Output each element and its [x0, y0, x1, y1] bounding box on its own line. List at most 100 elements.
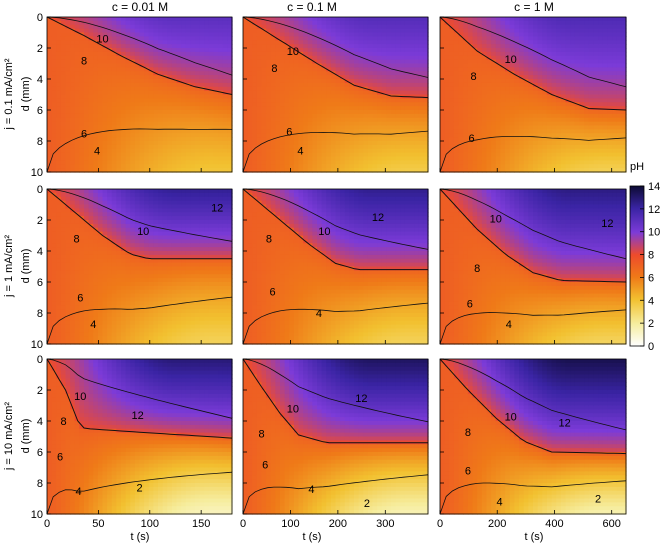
heatmap-cell — [354, 79, 360, 84]
heatmap-cell — [607, 17, 613, 22]
heatmap-cell — [354, 51, 360, 57]
heatmap-cell — [79, 20, 85, 26]
heatmap-cell — [298, 113, 304, 119]
heatmap-cell — [270, 113, 276, 119]
heatmap-cell — [344, 137, 350, 142]
heatmap-cell — [551, 36, 557, 41]
heatmap-cell — [243, 24, 249, 30]
heatmap-cell — [97, 152, 104, 158]
heatmap-cell — [284, 17, 290, 22]
heatmap-cell — [537, 141, 543, 146]
heatmap-cell — [47, 262, 53, 268]
heatmap-cell — [372, 117, 378, 123]
heatmap-cell — [400, 168, 406, 173]
heatmap-cell — [195, 98, 201, 103]
heatmap-cell — [565, 59, 571, 65]
heatmap-cell — [607, 32, 613, 37]
heatmap-cell — [458, 98, 464, 103]
heatmap-cell — [74, 90, 80, 96]
heatmap-cell — [47, 94, 53, 99]
heatmap-cell — [107, 110, 113, 115]
heatmap-cell — [367, 94, 374, 99]
contour-upper — [242, 16, 429, 78]
heatmap-cell — [88, 90, 94, 96]
heatmap-cell — [162, 160, 168, 165]
heatmap-cell — [602, 141, 608, 146]
heatmap-cell — [171, 71, 178, 76]
heatmap-cell — [414, 48, 420, 53]
heatmap-cell — [453, 59, 460, 65]
heatmap-cell — [367, 71, 374, 76]
heatmap-cell — [208, 67, 215, 72]
heatmap-cell — [284, 32, 290, 37]
heatmap-cell — [621, 24, 627, 30]
heatmap-cell — [400, 79, 406, 84]
heatmap-cell — [88, 117, 94, 123]
heatmap-cell — [121, 59, 127, 65]
heatmap-cell — [477, 86, 483, 92]
heatmap-cell — [144, 17, 150, 22]
heatmap-cell — [195, 141, 201, 146]
heatmap-cell — [395, 110, 401, 115]
heatmap-cell — [148, 106, 154, 111]
heatmap-cell — [381, 144, 387, 150]
heatmap-cell — [266, 156, 272, 161]
heatmap-cell — [409, 102, 415, 107]
heatmap-cell — [65, 168, 71, 173]
heatmap-cell — [252, 113, 258, 119]
heatmap-cell — [400, 125, 406, 130]
heatmap-cell — [97, 51, 104, 57]
heatmap-cell — [139, 36, 145, 41]
heatmap-cell — [144, 156, 150, 161]
heatmap-cell — [542, 90, 548, 96]
heatmap-cell — [153, 32, 159, 37]
heatmap-cell — [593, 94, 599, 99]
heatmap-cell — [444, 51, 450, 57]
heatmap-cell — [280, 55, 286, 61]
heatmap-cell — [495, 36, 502, 41]
heatmap-cell — [472, 75, 478, 80]
heatmap-cell — [358, 90, 364, 96]
heatmap-cell — [414, 28, 420, 34]
heatmap-cell — [280, 102, 286, 107]
heatmap-cell — [171, 121, 178, 127]
heatmap-cell — [481, 55, 488, 61]
heatmap-cell — [514, 98, 520, 103]
heatmap-cell — [56, 63, 62, 68]
heatmap-cell — [93, 148, 99, 154]
heatmap-cell — [275, 168, 281, 173]
heatmap-cell — [570, 48, 576, 53]
heatmap-cell — [363, 141, 369, 146]
heatmap-cell — [588, 160, 595, 165]
heatmap-cell — [481, 137, 488, 142]
heatmap-cell — [560, 24, 567, 30]
heatmap-cell — [303, 129, 309, 134]
heatmap-cell — [537, 59, 543, 65]
heatmap-cell — [213, 152, 219, 158]
heatmap-cell — [340, 113, 346, 119]
heatmap-cell — [125, 160, 131, 165]
heatmap-cell — [307, 137, 313, 142]
heatmap-cell — [588, 48, 595, 53]
heatmap-cell — [284, 164, 290, 169]
heatmap-cell — [519, 79, 525, 84]
heatmap-cell — [84, 137, 90, 142]
heatmap-cell — [148, 102, 154, 107]
heatmap-cell — [252, 75, 258, 80]
heatmap-cell — [84, 40, 90, 45]
heatmap-cell — [335, 17, 341, 22]
heatmap-cell — [354, 36, 360, 41]
heatmap-cell — [162, 148, 168, 154]
heatmap-cell — [349, 59, 355, 65]
heatmap-cell — [243, 86, 249, 92]
heatmap-cell — [593, 63, 599, 68]
heatmap-cell — [321, 51, 327, 57]
heatmap-cell — [158, 75, 164, 80]
heatmap-cell — [602, 17, 608, 22]
heatmap-cell — [472, 79, 478, 84]
heatmap-cell — [579, 51, 585, 57]
heatmap-cell — [65, 48, 71, 53]
heatmap-cell — [528, 67, 534, 72]
heatmap-cell — [354, 133, 360, 138]
heatmap-cell — [84, 110, 90, 115]
